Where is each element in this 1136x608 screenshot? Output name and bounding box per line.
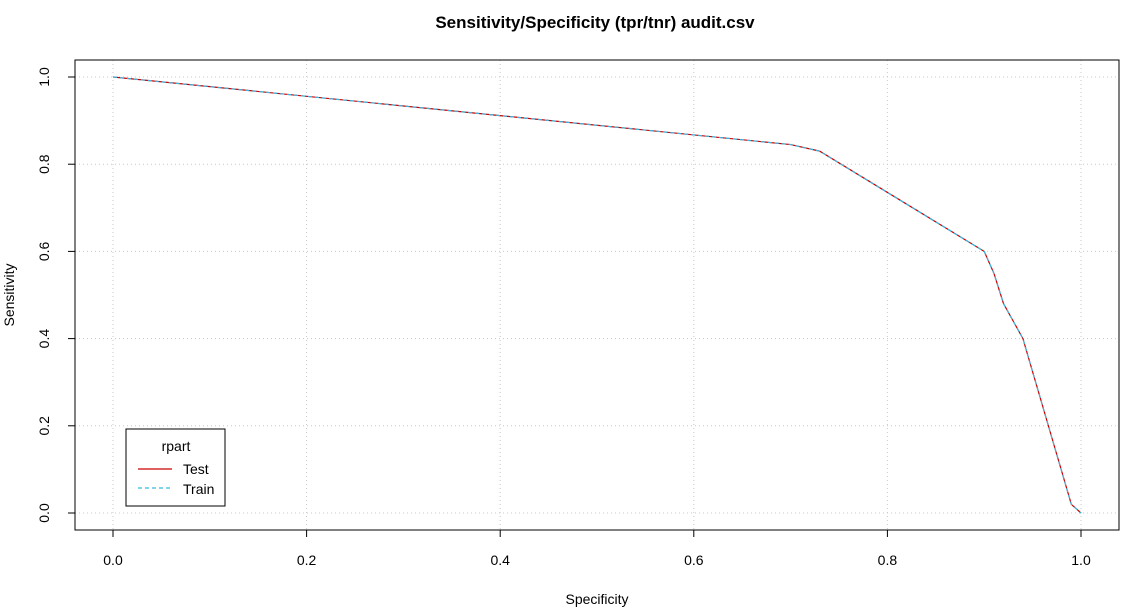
y-axis-label: Sensitivity <box>1 263 17 326</box>
x-tick-label: 1.0 <box>1071 552 1091 568</box>
y-tick-label: 0.0 <box>36 503 52 523</box>
x-tick-label: 0.2 <box>297 552 317 568</box>
x-axis: 0.0 0.2 0.4 0.6 0.8 1.0 <box>103 530 1091 568</box>
y-axis: 0.0 0.2 0.4 0.6 0.8 1.0 <box>36 67 75 523</box>
series-line-test <box>112 76 1082 514</box>
legend: rpart Test Train <box>125 428 226 507</box>
chart-title: Sensitivity/Specificity (tpr/tnr) audit.… <box>435 13 755 32</box>
x-tick-label: 0.6 <box>684 552 704 568</box>
legend-title: rpart <box>162 438 191 454</box>
y-tick-label: 0.6 <box>36 241 52 261</box>
legend-box <box>125 428 226 507</box>
legend-label-train: Train <box>183 481 214 497</box>
x-axis-label: Specificity <box>565 591 628 607</box>
grid <box>75 60 1119 530</box>
y-tick-label: 0.4 <box>36 329 52 349</box>
x-tick-label: 0.4 <box>490 552 510 568</box>
legend-label-test: Test <box>183 461 209 477</box>
plot-frame <box>74 59 1120 531</box>
x-tick-label: 0.8 <box>878 552 898 568</box>
x-tick-label: 0.0 <box>103 552 123 568</box>
y-tick-label: 0.2 <box>36 416 52 436</box>
series-lines <box>112 76 1082 514</box>
series-line-train <box>112 76 1082 514</box>
y-tick-label: 1.0 <box>36 67 52 87</box>
y-tick-label: 0.8 <box>36 154 52 174</box>
